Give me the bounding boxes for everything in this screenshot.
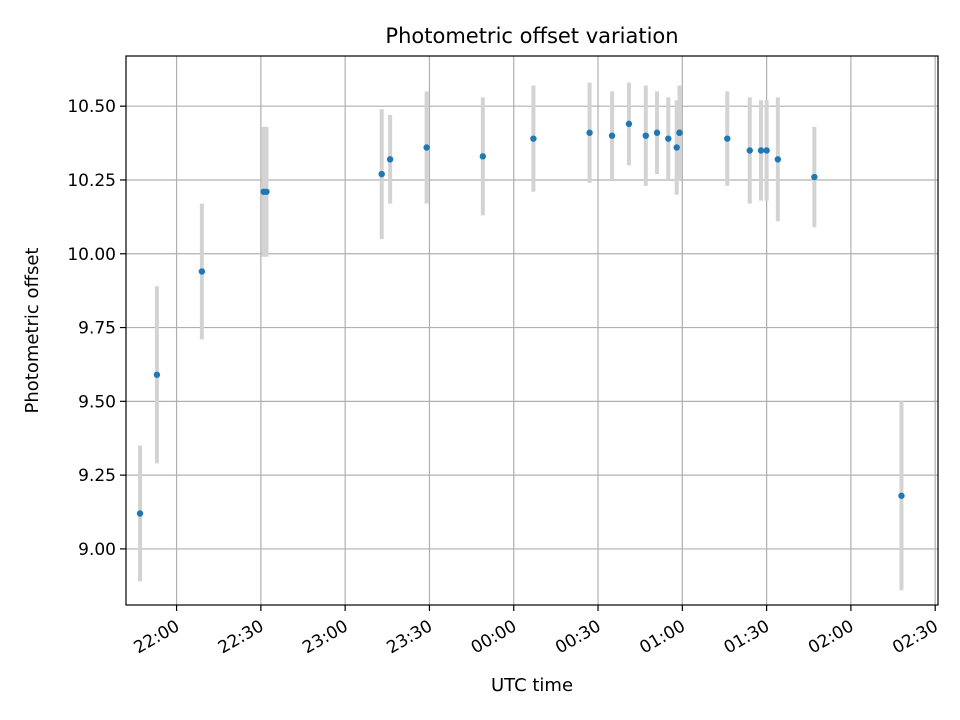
y-tick-label: 10.50: [67, 97, 116, 117]
data-point: [530, 135, 537, 142]
y-tick-label: 10.25: [67, 171, 116, 191]
data-point: [386, 156, 394, 163]
y-axis-label: Photometric offset: [22, 248, 43, 414]
data-point: [811, 173, 818, 181]
data-point: [136, 510, 144, 517]
data-point: [378, 170, 385, 178]
y-tick-label: 10.00: [67, 245, 116, 265]
chart-title: Photometric offset variation: [385, 24, 678, 48]
data-point: [479, 153, 487, 160]
y-tick-label: 9.50: [78, 392, 116, 412]
y-tick-label: 9.00: [78, 540, 116, 560]
x-axis-label: UTC time: [491, 675, 573, 696]
data-point: [774, 156, 782, 163]
data-point: [673, 144, 680, 151]
data-point: [757, 147, 765, 154]
plot-frame: [125, 55, 939, 606]
data-point: [746, 147, 753, 154]
data-point: [724, 135, 731, 142]
data-point: [898, 492, 905, 499]
data-point: [153, 371, 161, 378]
data-point: [676, 129, 683, 136]
y-tick-label: 9.25: [78, 466, 116, 486]
y-tick-label: 9.75: [78, 319, 116, 339]
data-point: [763, 147, 770, 154]
data-point: [625, 120, 633, 128]
data-point: [653, 129, 661, 136]
data-points: [136, 120, 905, 517]
data-point: [665, 135, 672, 142]
data-point: [263, 188, 270, 195]
data-point: [608, 132, 616, 139]
y-axis-ticks: 9.00 9.25 9.50 9.75 10.00 10.25 10.50: [67, 97, 126, 560]
data-point: [586, 129, 593, 136]
data-point: [198, 268, 206, 275]
data-point: [423, 144, 430, 151]
data-point: [642, 132, 649, 139]
